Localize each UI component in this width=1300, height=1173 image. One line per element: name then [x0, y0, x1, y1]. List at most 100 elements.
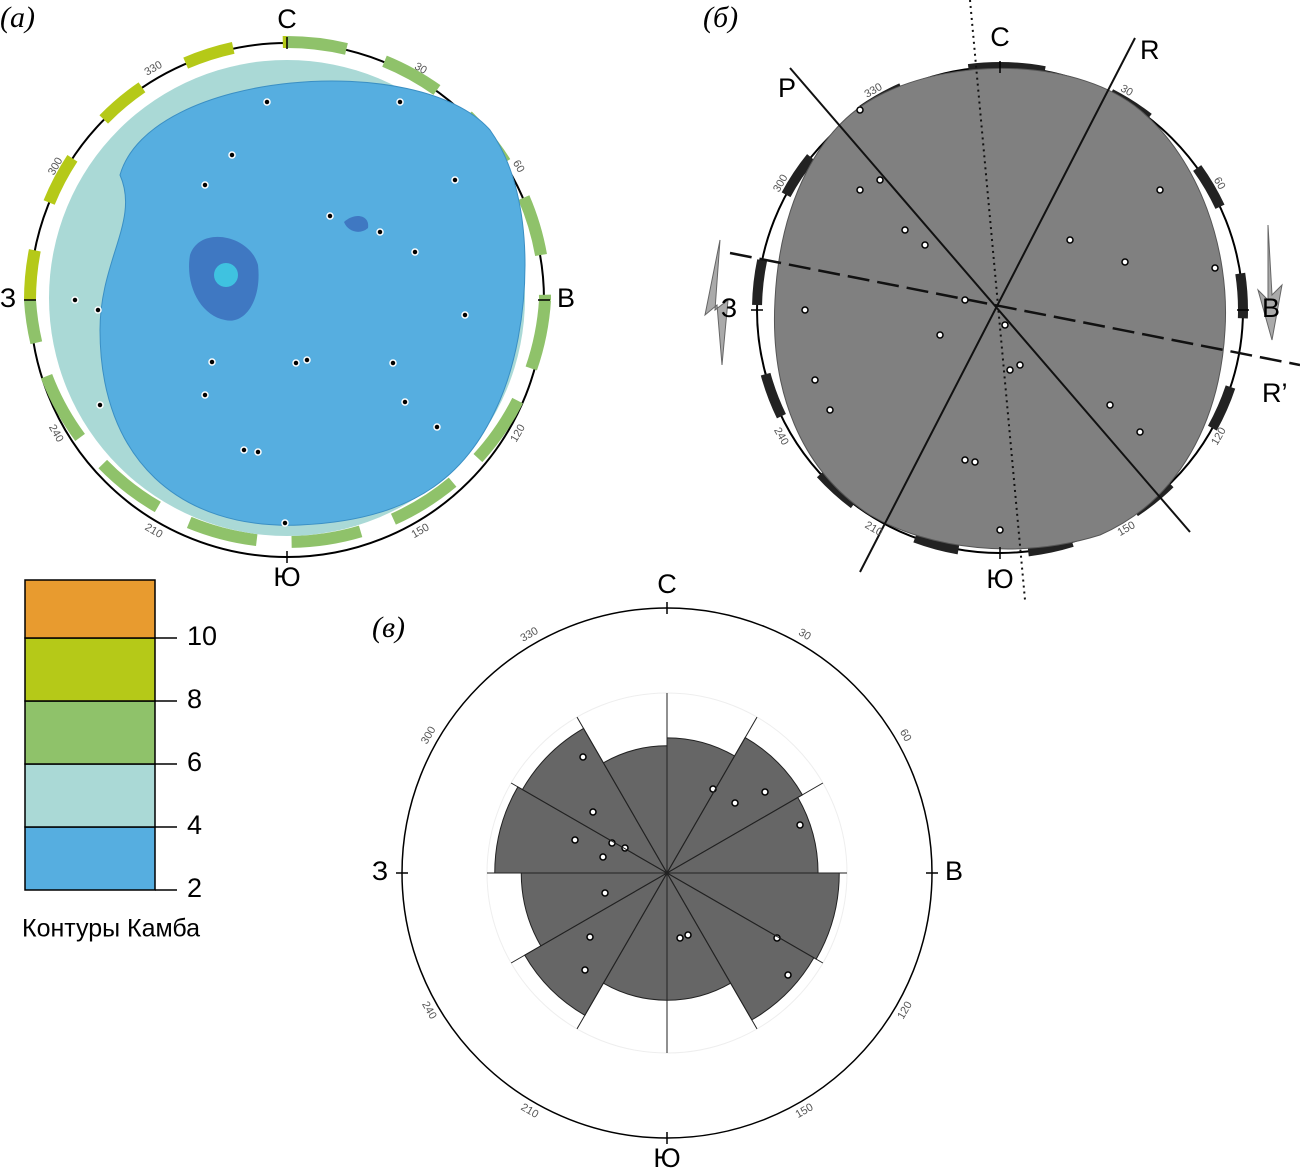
data-point — [579, 753, 587, 761]
data-point — [396, 98, 404, 106]
line-label: P — [778, 73, 796, 103]
data-point — [796, 821, 804, 829]
data-point — [811, 376, 819, 384]
data-point — [601, 889, 609, 897]
rose-sector — [521, 727, 669, 875]
data-point — [433, 423, 441, 431]
legend-band — [24, 579, 156, 639]
data-point — [263, 98, 271, 106]
data-point — [389, 359, 397, 367]
data-point — [936, 331, 944, 339]
rose-sector — [665, 871, 815, 1021]
data-point — [856, 186, 864, 194]
compass-label: В — [945, 856, 963, 886]
data-point — [201, 391, 209, 399]
legend-level: 8 — [187, 684, 202, 714]
data-point — [1121, 258, 1129, 266]
degree-label: 30 — [1118, 83, 1135, 100]
data-point — [1156, 186, 1164, 194]
panel-label: (б) — [703, 1, 738, 34]
data-point — [961, 296, 969, 304]
legend-level: 4 — [187, 810, 202, 840]
data-point — [1016, 361, 1024, 369]
compass-label: З — [721, 293, 737, 323]
data-point — [1136, 428, 1144, 436]
data-point — [303, 356, 311, 364]
data-point — [71, 296, 79, 304]
legend-band — [24, 763, 156, 828]
compass-label: С — [990, 22, 1010, 52]
compass-label: Ю — [986, 564, 1013, 594]
rose-sector — [524, 871, 669, 1016]
panel-b-art — [704, 0, 1300, 601]
data-point — [996, 526, 1004, 534]
data-point — [461, 311, 469, 319]
data-point — [801, 306, 809, 314]
data-point — [761, 788, 769, 796]
data-point — [826, 406, 834, 414]
data-point — [228, 151, 236, 159]
compass-label: С — [277, 4, 297, 34]
legend-band — [24, 826, 156, 891]
data-point — [901, 226, 909, 234]
degree-label: 30 — [412, 60, 429, 77]
data-point — [411, 248, 419, 256]
legend-level: 2 — [187, 873, 202, 903]
legend-level: 6 — [187, 747, 202, 777]
data-point — [1001, 321, 1009, 329]
rose-sector — [665, 872, 840, 960]
compass-label: Ю — [273, 562, 300, 592]
data-point — [240, 446, 248, 454]
legend-level: 10 — [187, 621, 217, 651]
compass-label: В — [1262, 293, 1280, 323]
data-point — [731, 799, 739, 807]
data-point — [376, 228, 384, 236]
data-point — [94, 306, 102, 314]
data-point — [971, 458, 979, 466]
compass-label: Ю — [653, 1143, 680, 1173]
data-point — [96, 401, 104, 409]
data-point — [451, 176, 459, 184]
data-point — [921, 241, 929, 249]
data-point — [254, 448, 262, 456]
data-point — [201, 181, 209, 189]
data-point — [684, 931, 692, 939]
legend-title: Контуры Камба — [22, 915, 200, 943]
data-point — [326, 212, 334, 220]
panel-label: (в) — [372, 611, 405, 644]
legend-band — [24, 637, 156, 702]
data-point — [292, 359, 300, 367]
degree-label: 60 — [897, 727, 914, 744]
data-point — [676, 934, 684, 942]
data-point — [876, 176, 884, 184]
degree-label: 60 — [1211, 175, 1228, 192]
degree-label: 30 — [796, 627, 813, 644]
line-label: R’ — [1262, 378, 1288, 408]
data-point — [581, 966, 589, 974]
data-point — [281, 519, 289, 527]
data-point — [571, 836, 579, 844]
data-point — [586, 933, 594, 941]
compass-label: С — [657, 569, 677, 599]
legend-band — [24, 700, 156, 765]
data-point — [1211, 264, 1219, 272]
data-point — [1066, 236, 1074, 244]
panel-label: (а) — [0, 1, 35, 34]
data-point — [784, 971, 792, 979]
panel-a-art — [24, 36, 551, 558]
compass-label: З — [0, 283, 16, 313]
rose-axis — [576, 716, 758, 1030]
data-point — [1106, 401, 1114, 409]
data-point — [961, 456, 969, 464]
line-label: R — [1140, 35, 1160, 65]
data-point — [401, 398, 409, 406]
compass-label: В — [557, 283, 575, 313]
compass-label: З — [372, 856, 388, 886]
data-point — [856, 106, 864, 114]
data-point — [208, 358, 216, 366]
data-point — [589, 808, 597, 816]
data-point — [1006, 366, 1014, 374]
degree-label: 60 — [510, 158, 527, 175]
data-point — [599, 853, 607, 861]
